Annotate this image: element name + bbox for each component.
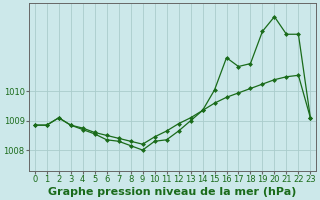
X-axis label: Graphe pression niveau de la mer (hPa): Graphe pression niveau de la mer (hPa): [48, 187, 297, 197]
